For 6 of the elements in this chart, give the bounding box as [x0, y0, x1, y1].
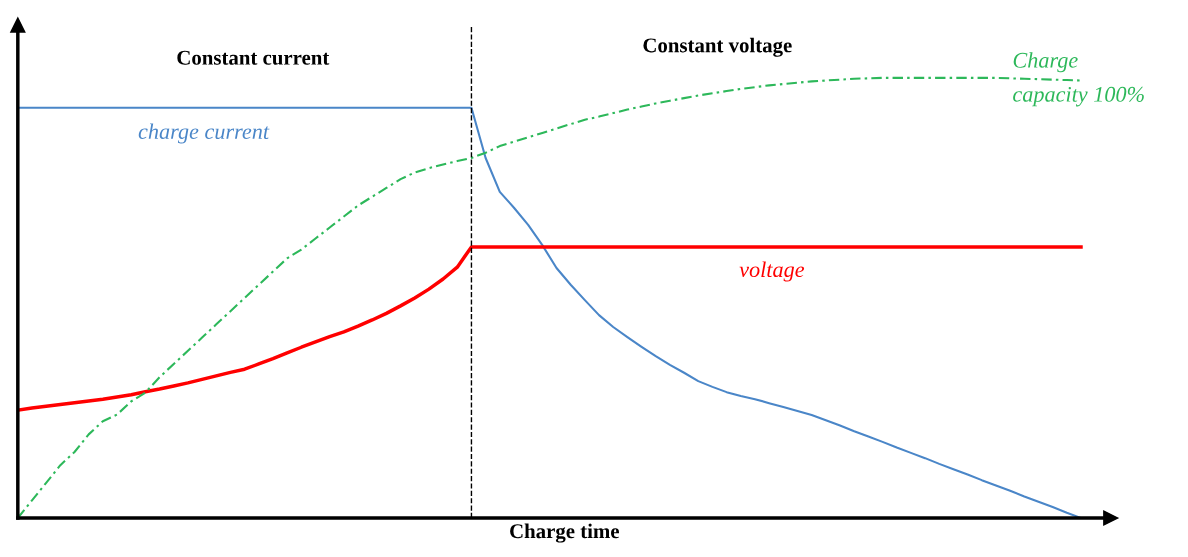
x-axis-title: Charge time	[510, 523, 620, 543]
text: Constant voltage	[643, 37, 792, 57]
series-label: charge current	[138, 123, 270, 144]
series-label: Charge capacity 100%	[1013, 52, 1144, 107]
series-label: voltage	[739, 261, 805, 282]
text: Constant current	[177, 50, 330, 65]
